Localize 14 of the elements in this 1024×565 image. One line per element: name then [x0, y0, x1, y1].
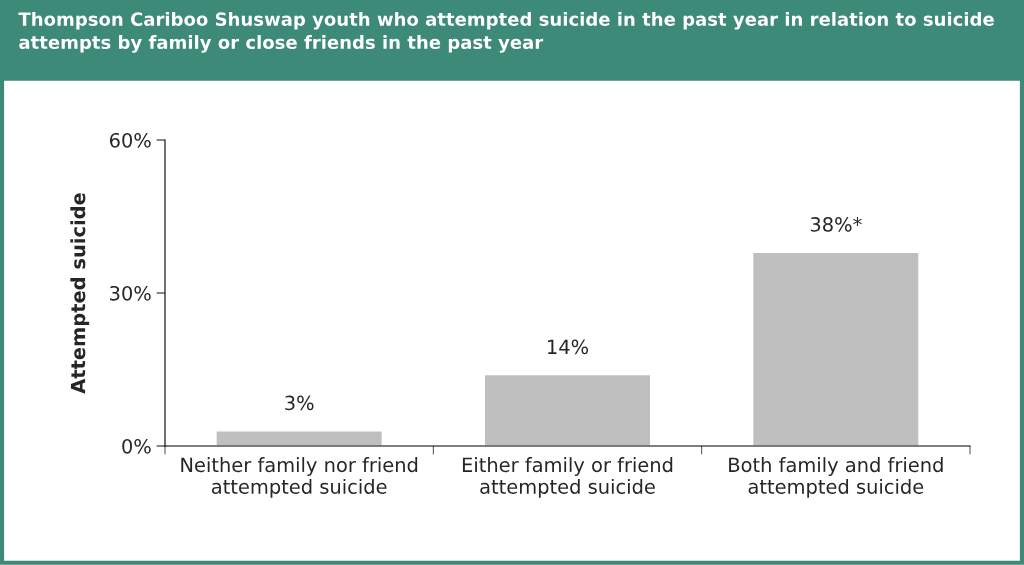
data-label: 14% — [548, 339, 589, 355]
bar — [215, 430, 384, 446]
x-tick-label: Neither family nor friend attempted suicide — [181, 457, 418, 498]
bar — [751, 251, 920, 446]
x-tick-label: Both family and friend attempted suicide — [729, 457, 943, 498]
data-label: 38%* — [810, 217, 862, 232]
y-tick-label: 0% — [122, 438, 151, 454]
bar — [483, 373, 652, 446]
data-label: 3% — [285, 395, 314, 411]
y-tick-label: 60% — [109, 132, 151, 148]
y-axis-title: Attempted suicide — [70, 193, 90, 394]
chart-title: Thompson Cariboo Shuswap youth who attempted suicide in the past year in relation to suicide attempts by family or close friends in the past year — [18, 12, 994, 53]
x-tick-label: Either family or friend attempted suicide — [462, 457, 673, 498]
y-tick-label: 30% — [110, 285, 151, 301]
